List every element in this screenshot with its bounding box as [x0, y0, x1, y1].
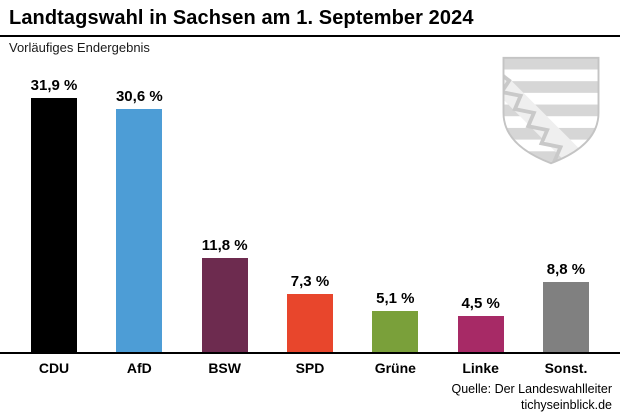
bar-column-Linke: 4,5 % — [439, 295, 523, 352]
category-labels: CDU AfD BSW SPD Grüne Linke Sonst. — [12, 360, 608, 376]
title-divider — [0, 35, 620, 37]
bar-column-Grüne: 5,1 % — [353, 290, 437, 352]
bar-CDU — [31, 98, 77, 352]
bar-SPD — [286, 294, 333, 352]
bar-column-SPD: 7,3 % — [268, 273, 352, 352]
category-label-Grüne: Grüne — [374, 360, 416, 376]
category-label-AfD: AfD — [126, 360, 152, 376]
source-line: Quelle: Der Landeswahlleiter — [451, 381, 612, 396]
category-label-SPD: SPD — [295, 360, 325, 376]
bar-AfD — [116, 109, 163, 352]
bar-BSW — [201, 258, 248, 352]
x-axis-line — [0, 352, 620, 354]
bar-column-CDU: 31,9 % — [12, 77, 96, 352]
value-label-Grüne: 5,1 % — [376, 290, 415, 307]
category-label-BSW: BSW — [208, 360, 241, 376]
bar-Sonst. — [542, 282, 589, 352]
page-title: Landtagswahl in Sachsen am 1. September … — [9, 7, 474, 29]
value-label-Linke: 4,5 % — [461, 295, 500, 312]
category-label-Sonst.: Sonst. — [544, 360, 588, 376]
chart-subtitle: Vorläufiges Endergebnis — [9, 40, 150, 55]
value-label-CDU: 31,9 % — [30, 77, 78, 94]
website-line: tichyseinblick.de — [520, 397, 612, 412]
bar-column-AfD: 30,6 % — [97, 88, 181, 352]
chart-header: Landtagswahl in Sachsen am 1. September … — [0, 0, 620, 55]
bar-column-BSW: 11,8 % — [183, 237, 267, 352]
value-label-Sonst.: 8,8 % — [546, 261, 586, 278]
source-block: Quelle: Der Landeswahlleiter tichyseinbl… — [451, 381, 612, 414]
bar-Linke — [457, 316, 504, 352]
saxony-coat-of-arms-icon — [492, 54, 610, 168]
category-label-CDU: CDU — [38, 360, 70, 376]
value-label-SPD: 7,3 % — [290, 273, 330, 290]
value-label-AfD: 30,6 % — [115, 88, 163, 105]
bar-Grüne — [372, 311, 419, 352]
bar-chart: 31,9 % 30,6 % 11,8 % 7,3 % 5,1 % 4,5 % 8,8 % — [12, 52, 608, 352]
value-label-BSW: 11,8 % — [201, 237, 248, 254]
bar-column-Sonst.: 8,8 % — [524, 261, 608, 352]
category-label-Linke: Linke — [462, 360, 499, 376]
